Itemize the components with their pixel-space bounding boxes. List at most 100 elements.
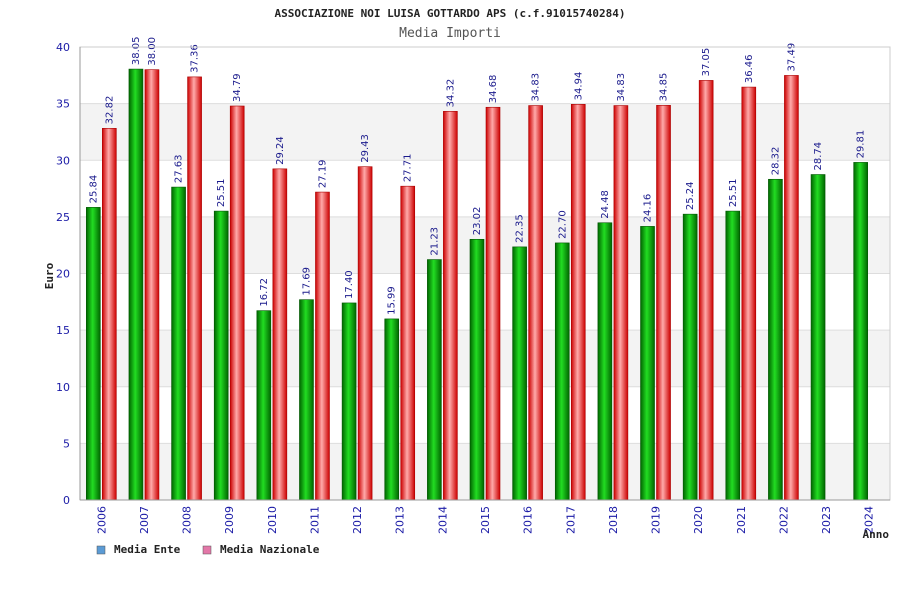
bar-media-nazionale-2012 [357,166,373,501]
data-label: 27.63 [174,154,185,183]
x-tick-label: 2007 [138,506,151,534]
x-axis-label: Anno [863,528,890,541]
bar-media-nazionale-2006 [102,128,117,501]
x-tick-label: 2011 [308,506,321,534]
data-label: 22.70 [557,210,568,239]
bar-media-nazionale-2007 [144,69,160,501]
data-label: 34.83 [531,73,542,102]
x-tick-label: 2020 [692,506,705,534]
x-tick-label: 2022 [777,506,790,534]
data-label: 25.51 [728,178,739,207]
data-label: 38.00 [147,37,158,66]
data-label: 24.16 [643,194,654,223]
chart-title: ASSOCIAZIONE NOI LUISA GOTTARDO APS (c.f… [275,7,626,20]
x-tick-label: 2017 [564,506,577,534]
bar-media-ente-2010 [256,310,272,501]
data-label: 28.32 [770,147,781,176]
x-tick-label: 2018 [607,506,620,534]
x-tick-label: 2019 [650,506,663,534]
x-tick-label: 2014 [436,506,449,534]
x-tick-label: 2021 [735,506,748,534]
data-label: 17.69 [301,267,312,296]
data-labels: 25.84 32.82 38.05 38.00 27.63 37.36 25.51 34.79… [88,36,866,314]
y-tick-label: 5 [63,437,70,450]
data-label: 32.82 [104,96,115,125]
y-tick-label: 20 [56,268,70,281]
bar-media-ente-2019 [640,226,655,501]
bar-media-nazionale-2019 [656,105,671,501]
data-label: 25.24 [685,182,696,211]
bar-media-ente-2024 [853,162,868,501]
data-label: 34.85 [659,73,670,102]
data-label: 37.36 [190,44,201,73]
y-tick-label: 0 [63,494,70,507]
x-tick-label: 2024 [863,506,876,534]
y-axis-label: Euro [43,262,56,289]
data-label: 25.84 [88,175,99,204]
chart-subtitle: Media Importi [399,26,501,41]
y-tick-label: 25 [56,211,70,224]
data-label: 23.02 [472,207,483,236]
data-label: 36.46 [744,54,755,83]
bar-media-nazionale-2013 [400,185,416,501]
x-tick-label: 2009 [223,506,236,534]
data-label: 25.51 [216,178,227,207]
data-label: 22.35 [515,214,526,243]
bar-media-nazionale-2022 [784,75,799,501]
data-label: 37.49 [786,43,797,72]
data-label: 34.32 [445,79,456,108]
x-tick-label: 2012 [351,506,364,534]
data-label: 17.40 [344,270,355,299]
y-tick-label: 10 [56,381,70,394]
bar-media-nazionale-2021 [741,86,757,501]
bar-media-nazionale-2016 [528,105,543,501]
bar-media-nazionale-2018 [613,105,629,501]
data-label: 15.99 [387,286,398,315]
x-tick-label: 2010 [266,506,279,534]
bar-media-ente-2012 [341,302,357,501]
bar-media-ente-2011 [299,299,314,501]
data-label: 34.83 [616,73,627,102]
bar-media-nazionale-2008 [187,76,202,501]
bar-media-nazionale-2011 [315,191,330,501]
y-tick-label: 40 [56,41,70,54]
bar-media-ente-2023 [810,174,826,501]
data-label: 24.48 [600,190,611,219]
y-axis-ticks: 0 5 10 15 20 25 30 35 40 [56,41,70,507]
bar-media-nazionale-2009 [229,105,245,501]
data-label: 29.24 [275,136,286,165]
x-tick-label: 2006 [95,506,108,534]
bar-media-ente-2006 [86,207,101,501]
bar-media-nazionale-2020 [698,80,714,501]
x-tick-label: 2008 [181,506,194,534]
x-axis-ticks: 2006 2007 2008 2009 2010 2011 2012 2013 2014 2015… [95,506,875,534]
legend-swatch-media-ente [96,545,106,555]
x-tick-label: 2013 [394,506,407,534]
bar-media-ente-2007 [128,68,144,501]
bar-media-ente-2016 [512,246,527,501]
bar-media-ente-2014 [427,259,442,501]
legend: Media Ente Media Nazionale [96,543,320,556]
data-label: 34.79 [232,73,243,102]
y-tick-label: 35 [56,98,70,111]
data-label: 28.74 [813,142,824,171]
legend-label-media-nazionale: Media Nazionale [220,543,320,556]
bar-media-ente-2008 [171,186,186,501]
legend-swatch-media-nazionale [202,545,212,555]
bar-media-nazionale-2015 [485,106,501,501]
data-label: 34.94 [573,72,584,101]
data-label: 27.71 [403,154,414,183]
data-label: 29.81 [856,130,867,159]
data-label: 37.05 [701,48,712,77]
legend-label-media-ente: Media Ente [114,543,181,556]
data-label: 34.68 [488,75,499,104]
data-label: 27.19 [317,159,328,188]
data-label: 21.23 [429,227,440,256]
data-label: 29.43 [360,134,371,163]
bar-media-nazionale-2017 [570,104,586,501]
data-label: 16.72 [259,278,270,307]
bar-media-nazionale-2010 [272,168,288,501]
bar-media-ente-2013 [384,318,400,501]
bar-media-ente-2021 [725,210,741,501]
